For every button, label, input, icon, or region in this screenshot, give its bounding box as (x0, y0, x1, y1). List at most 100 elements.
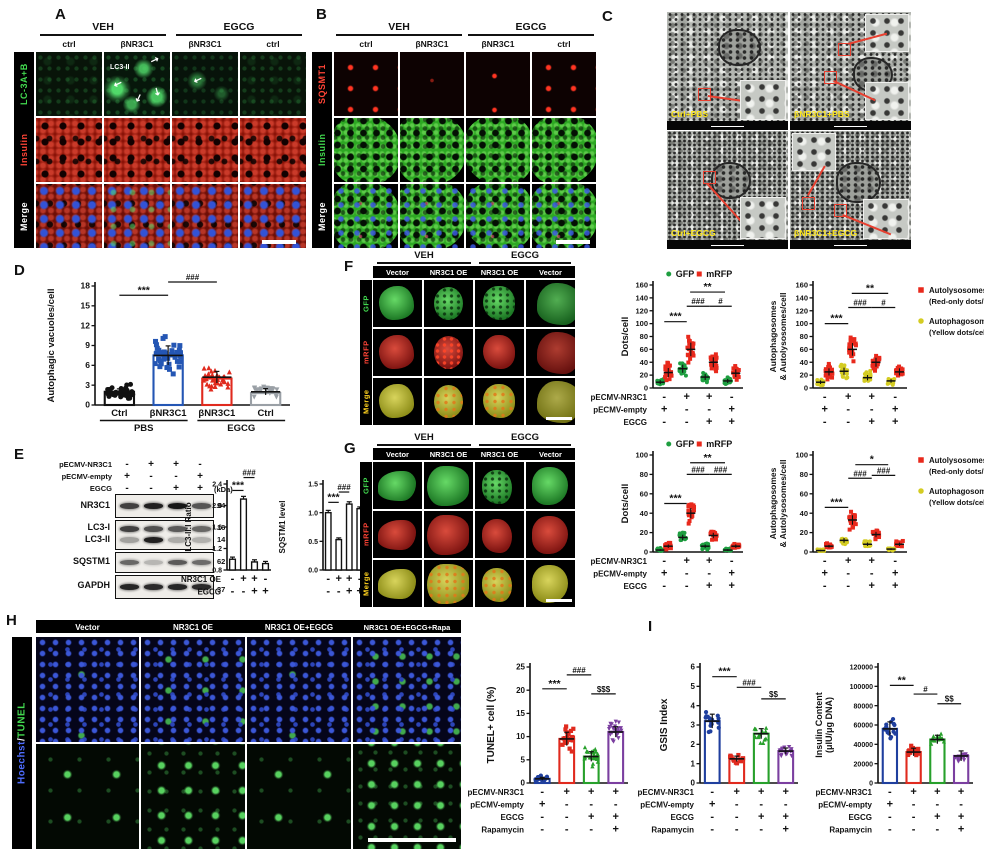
svg-text:+: + (613, 811, 619, 823)
cell-image (424, 511, 473, 558)
svg-text:***: *** (669, 311, 682, 323)
svg-text:15: 15 (516, 709, 525, 718)
svg-text:-: - (662, 555, 666, 567)
band-label: GAPDH (77, 580, 110, 590)
svg-text:100000: 100000 (850, 684, 873, 691)
row-label-merge: Merge (317, 201, 327, 231)
svg-text:###: ### (714, 465, 728, 474)
treatment-symbol: + (173, 459, 179, 470)
micrograph-tile (141, 637, 245, 742)
svg-text:& Autolysosomes/cell: & Autolysosomes/cell (778, 292, 788, 380)
svg-text:Autophagosomes: Autophagosomes (929, 487, 984, 496)
svg-text:-: - (893, 555, 897, 567)
tunel-label: TUNEL (16, 701, 28, 738)
col-label: NR3C1 OE (480, 450, 519, 459)
svg-text:+: + (613, 824, 619, 836)
svg-text:40: 40 (640, 509, 648, 518)
svg-text:###: ### (691, 297, 705, 306)
band-label: LC3-II (84, 534, 110, 544)
row-label-lc3ab: LC-3A+B (19, 63, 29, 105)
micrograph-tile (400, 184, 464, 248)
svg-text:pECMV-NR3C1: pECMV-NR3C1 (591, 557, 648, 566)
kda-value: 37 (217, 585, 226, 594)
svg-text:40000: 40000 (854, 742, 874, 749)
svg-text:βNR3C1: βNR3C1 (198, 408, 236, 419)
svg-text:###: ### (691, 465, 705, 474)
svg-text:+: + (684, 555, 690, 567)
svg-text:140: 140 (795, 293, 808, 302)
treatment-symbol: - (174, 471, 178, 482)
svg-text:+: + (357, 586, 363, 598)
svg-text:-: - (959, 799, 963, 811)
cell-image (475, 560, 524, 607)
svg-text:-: - (823, 555, 827, 567)
svg-text:-: - (565, 799, 569, 811)
header-underline (479, 444, 571, 446)
col-label: ctrl (359, 39, 373, 49)
cell-image (424, 378, 473, 425)
svg-text:Rapamycin: Rapamycin (829, 826, 872, 835)
svg-text:80: 80 (800, 470, 808, 479)
svg-text:80: 80 (800, 332, 808, 341)
svg-text:-: - (888, 811, 892, 823)
row-label-strip (312, 52, 332, 248)
micrograph-tile (172, 118, 238, 182)
svg-text:10: 10 (516, 732, 525, 741)
arrow-icon: ↗ (112, 76, 124, 91)
svg-text:+: + (822, 404, 828, 416)
svg-text:12: 12 (81, 320, 91, 330)
svg-text:$$: $$ (769, 690, 778, 699)
treatment-symbol: + (197, 471, 203, 482)
cell-image (424, 560, 473, 607)
header-underline (40, 34, 166, 36)
svg-text:-: - (912, 799, 916, 811)
row-label-merge: Merge (19, 201, 29, 231)
micrograph-tile (334, 184, 398, 248)
svg-text:160: 160 (795, 281, 808, 290)
svg-text:#: # (881, 299, 886, 308)
svg-text:+: + (758, 811, 764, 823)
scale-bar (262, 240, 296, 244)
svg-text:+: + (869, 391, 875, 403)
svg-text:**: ** (898, 674, 907, 686)
group-header-veh: VEH (414, 432, 434, 443)
slash-label: / (16, 737, 28, 742)
treatment-symbol: + (197, 483, 203, 494)
svg-text:+: + (661, 568, 667, 580)
svg-text:80: 80 (640, 332, 648, 341)
svg-text:+: + (346, 586, 352, 598)
svg-text:pECMV-empty: pECMV-empty (640, 801, 694, 810)
micrograph-tile (247, 637, 351, 742)
svg-text:(Yellow dots/cell): (Yellow dots/cell) (929, 328, 984, 337)
svg-text:5: 5 (691, 682, 696, 691)
svg-text:###: ### (853, 469, 867, 478)
scale-bar (667, 240, 788, 249)
group-header-egcg: EGCG (223, 21, 255, 33)
col-label: ctrl (62, 39, 76, 49)
svg-text:+: + (588, 811, 594, 823)
svg-text:+: + (910, 786, 916, 798)
chart-dots-per-cell-cells: 0 20 40 60 80 100 Dots/cell *** ### ### ** pECMV-NR… (591, 438, 760, 622)
group-header-veh: VEH (414, 250, 434, 261)
svg-text:+: + (251, 586, 257, 598)
cell-image (475, 511, 524, 558)
cell-image (373, 560, 422, 607)
cell-image (424, 462, 473, 509)
svg-text:5: 5 (521, 755, 526, 764)
svg-text:-: - (614, 799, 618, 811)
svg-text:**: ** (703, 452, 712, 464)
svg-text:-: - (231, 586, 235, 598)
svg-text:-: - (540, 824, 544, 836)
svg-text:**: ** (703, 281, 712, 293)
svg-text:-: - (730, 391, 734, 403)
cell-image (526, 329, 575, 376)
arrow-icon: ↗ (192, 72, 204, 87)
treatment-label: pECMV-NR3C1 (59, 460, 112, 469)
panel-i-letter: I (648, 618, 653, 635)
col-label: NR3C1 OE (480, 268, 519, 277)
micrograph-tile: LC3-II ↗ ↗ ↗ ↗ (104, 52, 170, 116)
scale-bar (546, 417, 572, 420)
header-underline (377, 262, 471, 264)
svg-text:-: - (846, 416, 850, 428)
